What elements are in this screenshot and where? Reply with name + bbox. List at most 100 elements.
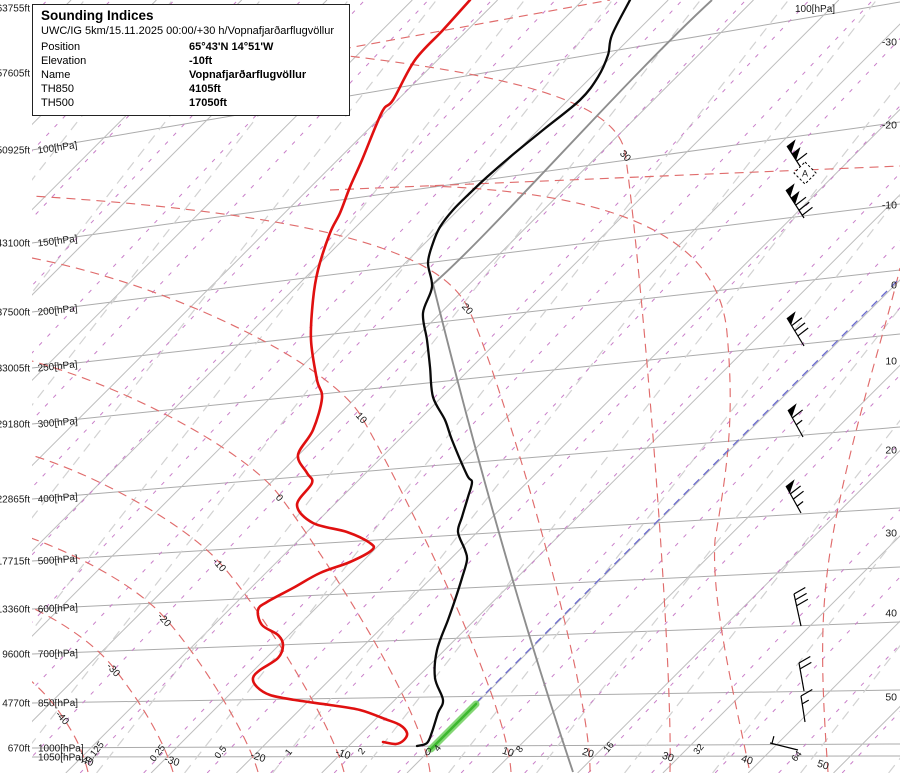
isotherm-grid-line — [747, 620, 900, 773]
table-row: TH500 17050ft — [41, 96, 341, 110]
ascent-marker-diamond — [793, 161, 817, 185]
pressure-tick-label: 300[hPa] — [37, 416, 78, 430]
barb-full — [792, 490, 804, 500]
barb-staff — [800, 695, 806, 723]
bottom-temp-tick-label: 0 — [423, 746, 432, 759]
moist-adiabat-label: -30 — [104, 661, 122, 679]
mixing-ratio-grid-line — [143, 0, 874, 773]
mixing-ratio-label: 16 — [601, 740, 616, 755]
pressure-tick-label: 1000[hPa] — [38, 744, 84, 755]
dry-adiabat-grid-line — [32, 0, 525, 632]
wind-barb — [800, 688, 813, 723]
dry-adiabat-grid-line — [272, 0, 877, 773]
dry-adiabat-grid-line — [32, 0, 173, 181]
moist-adiabat-line — [32, 454, 345, 773]
isotherm-grid-line — [32, 0, 328, 296]
pressure-tick-label: 600[hPa] — [38, 602, 79, 615]
altitude-tick-label: 17715ft — [0, 557, 30, 568]
barb-half — [795, 419, 803, 426]
barb-full — [801, 206, 813, 216]
pressure-tick-label: 850[hPa] — [38, 698, 78, 710]
pressure-tick-label: 1050[hPa] — [38, 753, 84, 764]
barb-full — [794, 322, 806, 332]
barb-full — [800, 688, 813, 697]
barb-full — [798, 655, 811, 664]
mixing-ratio-label: 2 — [356, 746, 368, 757]
panel-title: Sounding Indices — [41, 8, 154, 23]
wind-barb-column — [769, 139, 813, 751]
barb-full — [790, 485, 802, 495]
parcel-mixing-line — [475, 277, 900, 704]
barb-pennant — [787, 139, 796, 153]
isobar-line — [32, 566, 900, 610]
altitude-tick-label: 57605ft — [0, 69, 30, 80]
mixing-ratio-grid-line — [460, 307, 900, 773]
bottom-temp-axis: -40 -30 -20 -10 0 10 20 30 40 50 — [77, 745, 831, 773]
wind-barb — [793, 586, 809, 627]
barb-full — [798, 201, 810, 211]
bottom-temp-tick-label: 40 — [740, 753, 755, 768]
dry-adiabat-grid-line — [32, 0, 613, 745]
row-value: 17050ft — [189, 97, 227, 109]
barb-full — [793, 586, 806, 595]
moist-adiabat-label: 0 — [273, 493, 285, 505]
row-label: Elevation — [41, 55, 87, 67]
barb-pennant — [788, 403, 797, 417]
table-row: Position 65°43'N 14°51'W — [41, 40, 341, 54]
row-value: 65°43'N 14°51'W — [189, 41, 274, 53]
pressure-tick-label: 500[hPa] — [37, 554, 78, 568]
isotherm-grid-line — [577, 449, 900, 773]
barb-full — [799, 661, 812, 670]
moist-adiabat-line — [822, 267, 900, 773]
mixing-ratio-grid-line — [32, 0, 493, 489]
altitude-axis: 63755ft 57605ft 50925ft 43100ft 37500ft 33005… — [0, 4, 30, 755]
isobar-line — [32, 426, 900, 500]
barb-staff — [769, 742, 799, 751]
dry-adiabat-grid-line — [32, 0, 261, 294]
altitude-tick-label: 9600ft — [2, 650, 30, 661]
bottom-temp-tick-label: -30 — [163, 753, 181, 769]
dry-adiabat-grid-line — [448, 194, 900, 773]
barb-pennant — [786, 183, 795, 197]
dry-adiabat-grid-line — [32, 0, 437, 519]
moist-adiabat-label: 20 — [459, 302, 475, 318]
isotherm-grid-line — [65, 0, 840, 773]
barb-full — [797, 327, 809, 337]
ascent-marker-letter: A — [802, 169, 808, 179]
bottom-temp-tick-label: -10 — [334, 746, 352, 762]
right-temp-tick-label: 0 — [891, 280, 897, 292]
row-value: 4105ft — [189, 83, 221, 95]
dry-adiabat-grid-line — [536, 306, 900, 773]
barb-full — [791, 317, 803, 327]
wind-barb — [798, 655, 812, 692]
mixing-ratio-grid-line — [270, 105, 900, 773]
bottom-temp-tick-label: -40 — [77, 753, 95, 769]
isobar-line — [32, 203, 900, 313]
isotherm-grid-line — [150, 23, 900, 773]
ascent-marker: A — [793, 161, 817, 185]
pressure-tick-label: 700[hPa] — [38, 648, 79, 660]
isotherm-grid-line — [32, 0, 243, 211]
wind-barb — [786, 311, 809, 347]
mixing-ratio-grid-line — [206, 37, 900, 773]
wind-barb — [787, 403, 804, 438]
mixing-ratio-grid-line — [651, 509, 900, 773]
isobar-line — [32, 507, 900, 562]
isotherm-grid-line — [32, 0, 413, 382]
mixing-ratio-grid-line — [32, 0, 747, 758]
moist-adiabat-label: -20 — [155, 611, 173, 629]
right-temp-tick-label: 10 — [885, 356, 897, 368]
dewpoint-curve — [415, 0, 632, 748]
indices-table: Position 65°43'N 14°51'W Elevation -10ft… — [41, 40, 341, 110]
moist-adiabat-line — [429, 185, 750, 769]
moist-adiabat-line — [99, 33, 671, 773]
moist-adiabat-line — [32, 257, 512, 773]
barb-full — [794, 592, 807, 601]
mixing-ratio-label: 8 — [514, 744, 526, 755]
pressure-tick-label: 100[hPa] — [795, 4, 835, 15]
bottom-temp-tick-label: 50 — [816, 758, 831, 773]
